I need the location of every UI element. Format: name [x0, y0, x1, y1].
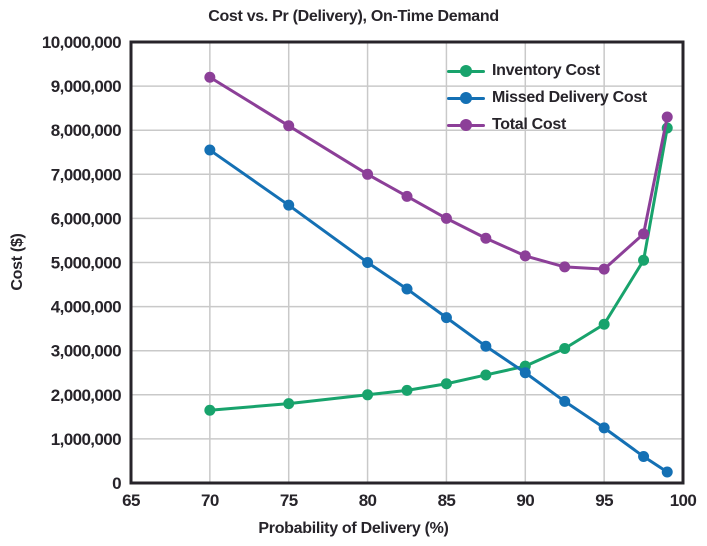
x-tick-label: 100 [670, 491, 697, 510]
y-tick-label: 4,000,000 [51, 298, 121, 317]
legend-dot-icon [460, 65, 472, 77]
series-total-cost [204, 71, 673, 275]
legend-line-marker-icon [447, 92, 485, 104]
x-tick-label: 95 [595, 491, 613, 510]
data-point-inventory-cost [283, 398, 295, 410]
y-tick-label: 8,000,000 [51, 121, 121, 140]
y-tick-label: 3,000,000 [51, 342, 121, 361]
legend-line-marker-icon [447, 65, 485, 77]
series-missed-delivery-cost [204, 144, 673, 478]
data-point-total-cost [598, 263, 610, 275]
legend-label: Missed Delivery Cost [492, 89, 647, 106]
x-tick-label: 90 [516, 491, 534, 510]
legend-item-total-cost: Total Cost [447, 114, 647, 136]
data-point-total-cost [362, 168, 374, 180]
data-point-total-cost [559, 261, 571, 273]
data-point-inventory-cost [204, 404, 216, 416]
data-point-missed-delivery-cost [661, 466, 673, 478]
data-point-total-cost [638, 228, 650, 240]
legend-label: Inventory Cost [492, 62, 600, 79]
data-point-inventory-cost [440, 378, 452, 390]
chart-title: Cost vs. Pr (Delivery), On-Time Demand [208, 8, 499, 25]
legend-dot-icon [460, 92, 472, 104]
x-tick-label: 85 [438, 491, 456, 510]
y-tick-label: 10,000,000 [42, 33, 121, 52]
data-point-total-cost [480, 232, 492, 244]
data-point-missed-delivery-cost [283, 199, 295, 211]
legend-item-inventory-cost: Inventory Cost [447, 60, 647, 82]
data-point-total-cost [204, 71, 216, 83]
x-tick-label: 70 [201, 491, 219, 510]
y-tick-label: 7,000,000 [51, 165, 121, 184]
y-tick-label: 1,000,000 [51, 430, 121, 449]
y-tick-label: 9,000,000 [51, 77, 121, 96]
data-point-missed-delivery-cost [480, 340, 492, 352]
legend-line-marker-icon [447, 119, 485, 131]
x-tick-label: 65 [122, 491, 140, 510]
x-tick-label: 80 [359, 491, 377, 510]
data-point-total-cost [401, 190, 413, 202]
data-point-inventory-cost [480, 369, 492, 381]
y-tick-label: 2,000,000 [51, 386, 121, 405]
data-point-inventory-cost [638, 254, 650, 266]
legend-label: Total Cost [492, 116, 567, 133]
chart-legend: Inventory Cost Missed Delivery Cost Total … [447, 60, 647, 136]
gridlines [131, 42, 683, 483]
data-point-missed-delivery-cost [598, 422, 610, 434]
data-point-total-cost [519, 250, 531, 262]
y-tick-label: 6,000,000 [51, 209, 121, 228]
data-point-missed-delivery-cost [440, 312, 452, 324]
y-tick-label: 0 [112, 474, 121, 493]
data-point-inventory-cost [598, 318, 610, 330]
tick-labels: 65 70 75 80 85 90 95 100 0 1,000,000 2,000,000 3,00… [42, 33, 697, 510]
data-point-missed-delivery-cost [519, 367, 531, 379]
data-point-inventory-cost [401, 384, 413, 396]
data-point-total-cost [440, 212, 452, 224]
data-point-missed-delivery-cost [638, 451, 650, 463]
data-point-missed-delivery-cost [204, 144, 216, 156]
data-point-inventory-cost [362, 389, 374, 401]
plot-border [129, 40, 685, 485]
data-point-total-cost [661, 111, 673, 123]
data-point-missed-delivery-cost [559, 395, 571, 407]
data-point-total-cost [283, 120, 295, 132]
data-point-missed-delivery-cost [362, 257, 374, 268]
series-line-missed-delivery-cost [208, 148, 669, 474]
x-axis-title: Probability of Delivery (%) [258, 520, 449, 537]
x-tick-label: 75 [280, 491, 298, 510]
legend-item-missed-delivery-cost: Missed Delivery Cost [447, 87, 647, 109]
legend-dot-icon [460, 119, 472, 131]
data-point-missed-delivery-cost [401, 283, 413, 295]
y-tick-label: 5,000,000 [51, 254, 121, 273]
data-point-inventory-cost [559, 342, 571, 354]
